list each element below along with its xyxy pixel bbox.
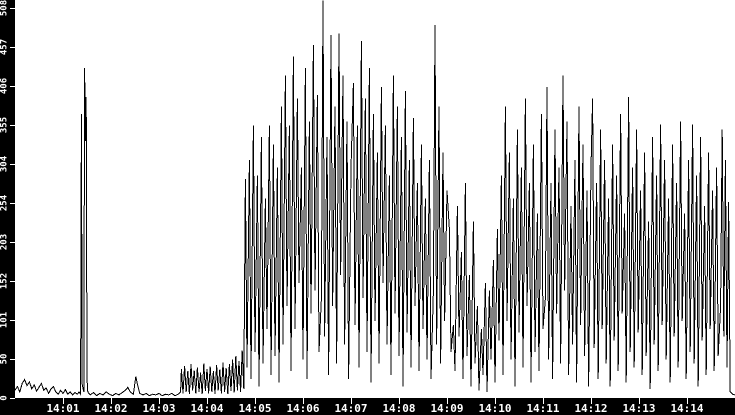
x-tick — [543, 398, 544, 404]
x-tick — [111, 398, 112, 404]
y-tick-label: 203 — [0, 233, 10, 251]
y-tick-label: 457 — [0, 38, 10, 56]
y-tick — [10, 125, 15, 126]
y-axis — [0, 0, 15, 415]
x-tick-label: 14:06 — [286, 402, 320, 415]
y-tick-label: 355 — [0, 116, 10, 134]
x-tick-label: 14:14 — [670, 402, 704, 415]
x-tick-label: 14:13 — [622, 402, 656, 415]
y-tick — [10, 86, 15, 87]
x-tick — [303, 398, 304, 404]
x-tick — [399, 398, 400, 404]
y-tick — [10, 281, 15, 282]
x-tick — [63, 398, 64, 404]
x-tick-label: 14:04 — [190, 402, 224, 415]
x-tick — [495, 398, 496, 404]
y-tick-label: 508 — [0, 0, 10, 17]
x-tick — [159, 398, 160, 404]
x-tick-label: 14:08 — [382, 402, 416, 415]
y-tick — [10, 47, 15, 48]
y-tick — [10, 203, 15, 204]
y-tick — [10, 320, 15, 321]
x-tick-label: 14:12 — [574, 402, 608, 415]
y-tick — [10, 242, 15, 243]
x-tick — [591, 398, 592, 404]
y-tick — [10, 8, 15, 9]
x-tick-label: 14:03 — [142, 402, 176, 415]
x-tick-label: 14:09 — [430, 402, 464, 415]
y-tick-label: 406 — [0, 77, 10, 95]
x-axis — [0, 398, 735, 415]
y-tick-label: 50 — [0, 353, 10, 365]
x-tick — [351, 398, 352, 404]
y-tick-label: 254 — [0, 194, 10, 212]
x-tick-label: 14:01 — [46, 402, 80, 415]
x-tick-label: 14:10 — [478, 402, 512, 415]
y-tick — [10, 398, 15, 399]
x-tick — [255, 398, 256, 404]
y-tick-label: 152 — [0, 272, 10, 290]
data-series-line — [14, 0, 735, 397]
y-tick — [10, 164, 15, 165]
y-tick-label: 304 — [0, 155, 10, 173]
x-tick — [447, 398, 448, 404]
x-tick-label: 14:05 — [238, 402, 272, 415]
x-tick-label: 14:02 — [94, 402, 128, 415]
x-tick — [639, 398, 640, 404]
y-tick — [10, 359, 15, 360]
x-tick-label: 14:07 — [334, 402, 368, 415]
y-tick-label: 101 — [0, 311, 10, 329]
x-tick — [207, 398, 208, 404]
y-tick-label: 0 — [0, 395, 10, 401]
x-tick — [687, 398, 688, 404]
x-tick-label: 14:11 — [526, 402, 560, 415]
